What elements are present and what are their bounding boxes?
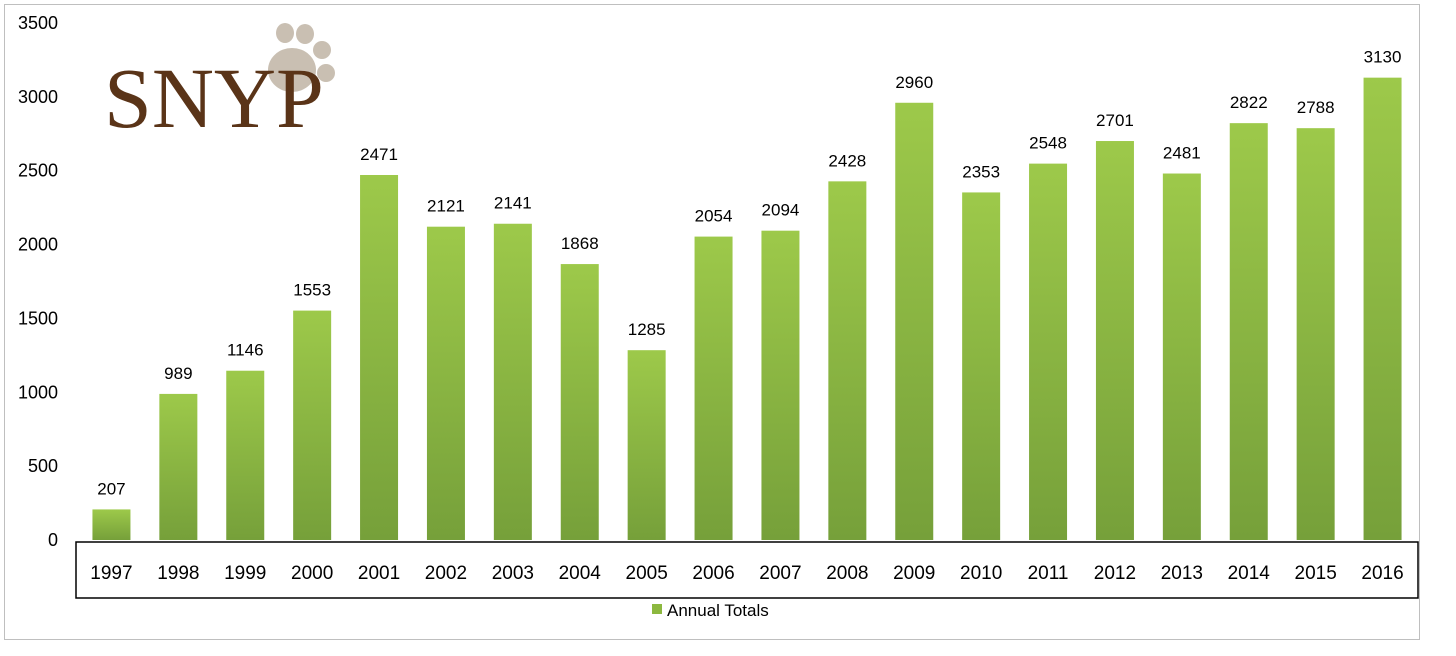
data-label-2008: 2428 xyxy=(828,151,866,170)
x-tick-label: 2014 xyxy=(1228,563,1271,584)
y-tick-label: 2500 xyxy=(18,161,58,181)
x-tick-label: 1999 xyxy=(224,563,266,584)
data-label-2011: 2548 xyxy=(1029,134,1067,153)
bar-2004 xyxy=(560,264,599,540)
x-axis-labels: 1997 1998 1999 2000 2001 2002 2003 2004 2005 2006… xyxy=(90,563,1403,584)
bar-2013 xyxy=(1162,173,1201,540)
y-tick-label: 1500 xyxy=(18,308,58,328)
x-tick-label: 1997 xyxy=(90,563,132,584)
legend-swatch xyxy=(652,604,662,614)
x-tick-label: 2015 xyxy=(1295,563,1337,584)
y-tick-label: 1000 xyxy=(18,382,58,402)
x-tick-label: 2013 xyxy=(1161,563,1203,584)
data-labels: 207 989 1146 1553 2471 2121 2141 1868 1285 2054 20… xyxy=(97,48,1401,499)
data-label-1997: 207 xyxy=(97,479,125,498)
logo-text: SNYP xyxy=(104,50,324,146)
bar-2010 xyxy=(962,192,1001,540)
legend: Annual Totals xyxy=(652,601,769,620)
x-tick-label: 2007 xyxy=(759,563,801,584)
x-tick-label: 2009 xyxy=(893,563,935,584)
data-label-2010: 2353 xyxy=(962,162,1000,181)
bar-2003 xyxy=(493,223,532,540)
bar-2000 xyxy=(293,310,332,540)
data-label-1998: 989 xyxy=(164,364,192,383)
data-label-2016: 3130 xyxy=(1364,48,1402,67)
y-tick-label: 500 xyxy=(28,456,58,476)
data-label-2012: 2701 xyxy=(1096,111,1134,130)
bar-1999 xyxy=(226,370,265,540)
y-tick-label: 0 xyxy=(48,530,58,550)
bar-2014 xyxy=(1229,123,1268,541)
data-label-2013: 2481 xyxy=(1163,144,1201,163)
data-label-2001: 2471 xyxy=(360,145,398,164)
x-tick-label: 2008 xyxy=(826,563,868,584)
x-tick-label: 2002 xyxy=(425,563,467,584)
x-tick-label: 2006 xyxy=(692,563,734,584)
x-tick-label: 2012 xyxy=(1094,563,1136,584)
data-label-2009: 2960 xyxy=(895,73,933,92)
data-label-2003: 2141 xyxy=(494,194,532,213)
data-label-2002: 2121 xyxy=(427,197,465,216)
bar-2006 xyxy=(694,236,733,541)
data-label-2005: 1285 xyxy=(628,320,666,339)
x-tick-label: 2005 xyxy=(626,563,668,584)
bar-2016 xyxy=(1363,77,1402,540)
snyp-logo: SNYP xyxy=(104,23,335,146)
paw-icon xyxy=(268,23,335,92)
bar-2008 xyxy=(828,181,867,540)
bar-2012 xyxy=(1095,141,1134,540)
x-tick-label: 2000 xyxy=(291,563,333,584)
bar-1998 xyxy=(159,393,198,540)
data-label-2015: 2788 xyxy=(1297,98,1335,117)
y-axis: 0 500 1000 1500 2000 2500 3000 3500 xyxy=(18,13,58,550)
x-tick-label: 2016 xyxy=(1361,563,1403,584)
y-tick-label: 3500 xyxy=(18,13,58,33)
bars xyxy=(92,77,1402,541)
bar-2015 xyxy=(1296,128,1335,540)
x-tick-label: 2010 xyxy=(960,563,1002,584)
bar-2007 xyxy=(761,230,800,540)
category-axis-box xyxy=(75,541,1419,599)
data-label-2000: 1553 xyxy=(293,281,331,300)
x-tick-label: 2001 xyxy=(358,563,400,584)
x-tick-label: 1998 xyxy=(157,563,199,584)
bar-2009 xyxy=(895,102,934,540)
bar-2002 xyxy=(426,226,465,540)
data-label-2014: 2822 xyxy=(1230,93,1268,112)
bar-2011 xyxy=(1029,163,1068,540)
x-tick-label: 2011 xyxy=(1028,563,1069,584)
y-tick-label: 2000 xyxy=(18,235,58,255)
data-label-1999: 1146 xyxy=(227,341,264,360)
legend-label: Annual Totals xyxy=(667,601,769,620)
bar-2005 xyxy=(627,350,666,540)
bar-1997 xyxy=(92,509,131,540)
data-label-2007: 2094 xyxy=(762,201,800,220)
bar-2001 xyxy=(360,174,399,541)
x-tick-label: 2003 xyxy=(492,563,534,584)
x-tick-label: 2004 xyxy=(559,563,602,584)
data-label-2004: 1868 xyxy=(561,234,599,253)
data-label-2006: 2054 xyxy=(695,207,733,226)
y-tick-label: 3000 xyxy=(18,87,58,107)
